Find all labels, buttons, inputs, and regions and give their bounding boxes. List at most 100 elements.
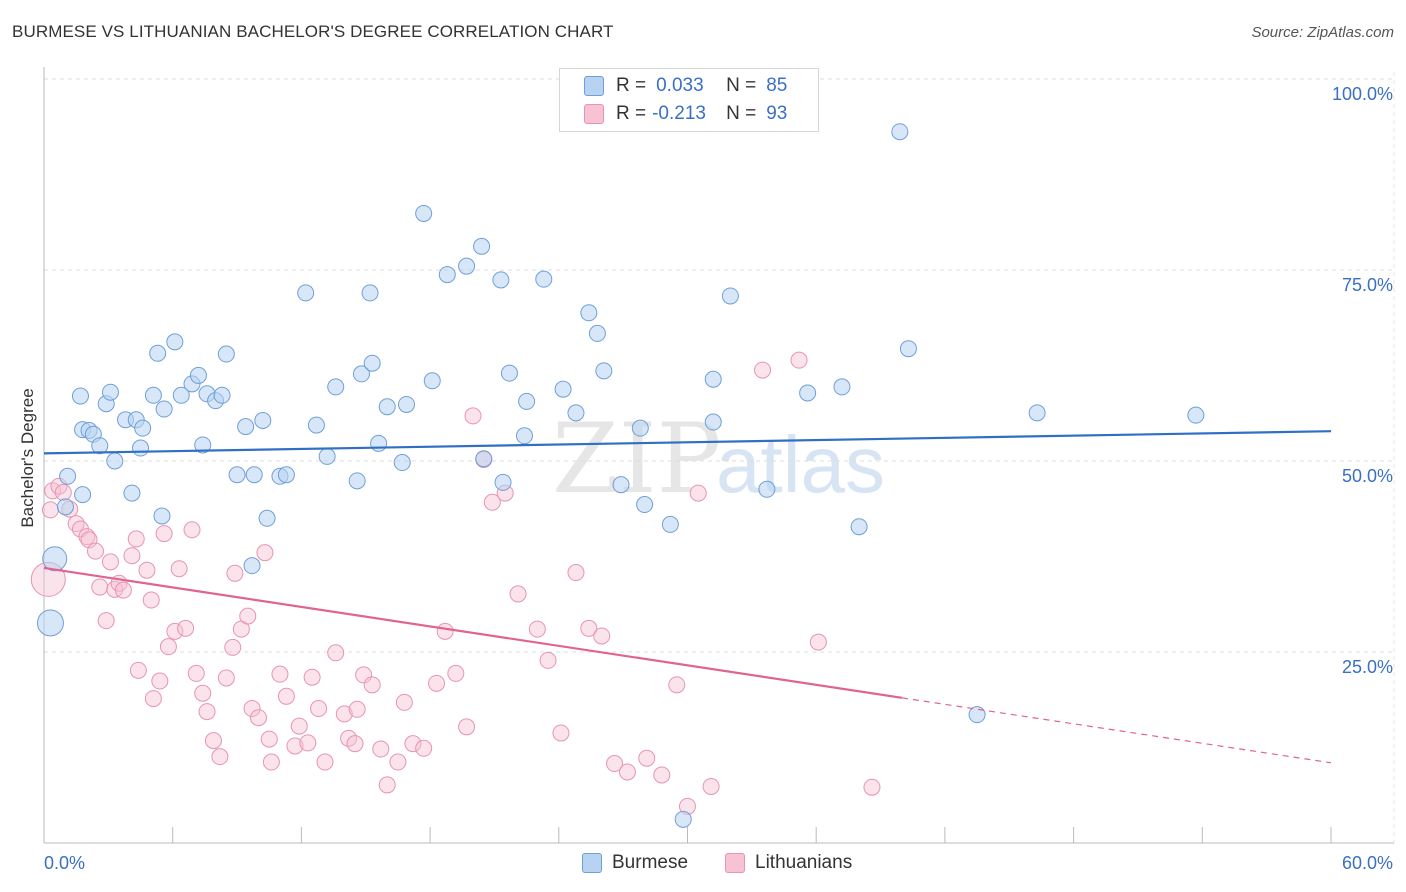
burmese-point bbox=[704, 413, 722, 431]
lithuanians-point bbox=[303, 668, 321, 686]
lithuanians-point bbox=[290, 717, 308, 735]
burmese-point bbox=[1028, 404, 1046, 422]
lithuanians-point bbox=[483, 493, 501, 511]
lithuanians-point bbox=[243, 700, 261, 718]
series-legend: Burmese Lithuanians bbox=[0, 852, 1406, 876]
burmese-point bbox=[59, 467, 77, 485]
lithuanians-point bbox=[226, 564, 244, 582]
lithuanians-point bbox=[539, 651, 557, 669]
r-label: R = bbox=[616, 103, 647, 124]
burmese-point bbox=[277, 466, 295, 484]
lithuanians-point bbox=[101, 553, 119, 571]
r-label: R = bbox=[616, 75, 647, 96]
lithuanians-point bbox=[509, 585, 527, 603]
lithuanians-point bbox=[144, 690, 162, 708]
burmese-point bbox=[833, 378, 851, 396]
lithuanians-point bbox=[464, 407, 482, 425]
burmese-point bbox=[661, 515, 679, 533]
x-tick-label-max: 60.0% bbox=[1342, 853, 1393, 873]
lithuanians-point bbox=[262, 753, 280, 771]
burmese-point bbox=[153, 507, 171, 525]
lithuanians-point bbox=[363, 676, 381, 694]
burmese-point bbox=[567, 404, 585, 422]
burmese-point bbox=[704, 370, 722, 388]
lithuanians-point bbox=[552, 724, 570, 742]
lithuanians-point bbox=[217, 669, 235, 687]
lithuanians-point bbox=[348, 700, 366, 718]
burmese-point bbox=[123, 484, 141, 502]
burmese-point bbox=[327, 378, 345, 396]
watermark-atlas: atlas bbox=[716, 420, 885, 509]
legend-item-lithuanians[interactable]: Lithuanians bbox=[725, 852, 852, 874]
burmese-point bbox=[398, 395, 416, 413]
burmese-point bbox=[899, 340, 917, 358]
burmese-point bbox=[363, 354, 381, 372]
burmese-point bbox=[515, 427, 533, 445]
lithuanians-point bbox=[327, 644, 345, 662]
lithuanians-point bbox=[346, 735, 364, 753]
burmese-point bbox=[101, 383, 119, 401]
lithuanians-n-value: 93 bbox=[766, 103, 788, 124]
burmese-point bbox=[799, 384, 817, 402]
lithuanians-point bbox=[436, 622, 454, 640]
burmese-point bbox=[348, 472, 366, 490]
y-tick-label: 25.0% bbox=[1342, 657, 1393, 677]
burmese-legend-label: Burmese bbox=[612, 852, 689, 873]
lithuanians-point bbox=[204, 732, 222, 750]
burmese-points bbox=[36, 123, 1205, 828]
burmese-swatch bbox=[584, 76, 604, 96]
burmese-point bbox=[318, 447, 336, 465]
burmese-point bbox=[473, 237, 491, 255]
burmese-n-value: 85 bbox=[766, 75, 788, 96]
burmese-point bbox=[580, 304, 598, 322]
lithuanians-point bbox=[127, 530, 145, 548]
lithuanians-point bbox=[809, 633, 827, 651]
legend-row-lithuanians: R = -0.213 N = 93 bbox=[584, 102, 787, 126]
burmese-point bbox=[243, 557, 261, 575]
burmese-point bbox=[307, 416, 325, 434]
burmese-point bbox=[492, 271, 510, 289]
burmese-point bbox=[36, 609, 64, 637]
y-tick-label: 100.0% bbox=[1332, 84, 1393, 104]
burmese-point bbox=[674, 810, 692, 828]
lithuanians-point bbox=[177, 619, 195, 637]
burmese-point bbox=[378, 398, 396, 416]
lithuanians-point bbox=[106, 580, 124, 598]
lithuanians-point bbox=[389, 753, 407, 771]
burmese-point bbox=[172, 386, 190, 404]
burmese-point bbox=[106, 452, 124, 470]
trend-lines bbox=[43, 430, 1332, 764]
burmese-point bbox=[361, 284, 379, 302]
lithuanians-point bbox=[567, 564, 585, 582]
lithuanians-point bbox=[256, 544, 274, 562]
lithuanians-point bbox=[194, 684, 212, 702]
lithuanians-point bbox=[286, 737, 304, 755]
burmese-point bbox=[494, 473, 512, 491]
burmese-point bbox=[144, 386, 162, 404]
lithuanians-point bbox=[123, 547, 141, 565]
lithuanians-point bbox=[239, 607, 257, 625]
lithuanians-point bbox=[702, 777, 720, 795]
lithuanians-point bbox=[404, 735, 422, 753]
burmese-point bbox=[166, 333, 184, 351]
lithuanians-point bbox=[142, 591, 160, 609]
lithuanians-point bbox=[415, 739, 433, 757]
lithuanians-legend-swatch bbox=[725, 853, 745, 873]
lithuanians-point bbox=[668, 676, 686, 694]
burmese-point bbox=[155, 400, 173, 418]
tick-labels: 25.0% 50.0% 75.0% 100.0% 0.0% 60.0% bbox=[44, 84, 1393, 873]
lithuanians-point bbox=[863, 778, 881, 796]
lithuanians-point bbox=[606, 755, 624, 773]
burmese-point bbox=[588, 324, 606, 342]
lithuanians-point bbox=[211, 748, 229, 766]
burmese-point bbox=[56, 498, 74, 516]
lithuanians-point bbox=[458, 718, 476, 736]
lithuanians-point bbox=[138, 561, 156, 579]
n-label: N = bbox=[726, 103, 757, 124]
legend-item-burmese[interactable]: Burmese bbox=[582, 852, 688, 874]
lithuanians-point bbox=[224, 638, 242, 656]
burmese-point bbox=[438, 266, 456, 284]
lithuanians-point bbox=[316, 753, 334, 771]
lithuanians-point bbox=[129, 661, 147, 679]
